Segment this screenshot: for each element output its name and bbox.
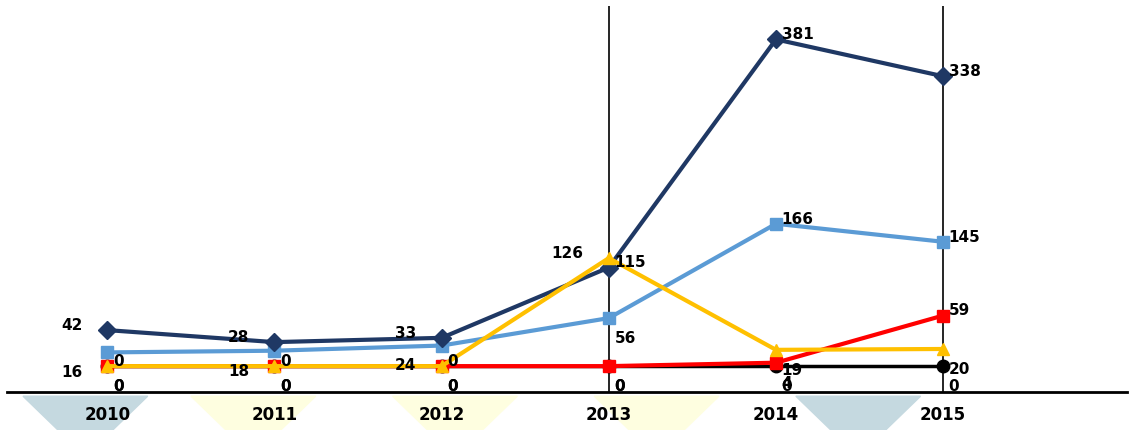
Text: 145: 145 [949,229,981,244]
Text: 4: 4 [781,375,793,390]
Text: 19: 19 [781,362,803,377]
Text: 0: 0 [447,378,458,393]
Text: 0: 0 [615,378,625,393]
Text: 0: 0 [280,378,290,393]
Text: 0: 0 [112,378,124,393]
Text: 33: 33 [396,325,416,340]
Text: 0: 0 [949,378,959,393]
Text: 0: 0 [781,378,793,393]
Text: 28: 28 [228,329,249,344]
Text: 0: 0 [280,378,290,393]
Text: 0: 0 [112,353,124,368]
Text: 381: 381 [781,27,813,42]
Text: 0: 0 [447,378,458,393]
Text: 126: 126 [552,246,584,261]
Text: 56: 56 [615,330,636,345]
Text: 338: 338 [949,64,981,79]
Text: 166: 166 [781,211,813,226]
Text: 42: 42 [61,317,83,332]
Text: 20: 20 [949,361,970,376]
Text: 0: 0 [112,378,124,393]
Text: 16: 16 [61,365,83,379]
Text: 0: 0 [280,353,290,368]
Text: 0: 0 [447,353,458,368]
Text: 18: 18 [228,363,249,378]
Text: 115: 115 [615,255,646,270]
Text: 59: 59 [949,303,970,318]
Text: 24: 24 [396,358,416,373]
Text: 0: 0 [615,378,625,393]
